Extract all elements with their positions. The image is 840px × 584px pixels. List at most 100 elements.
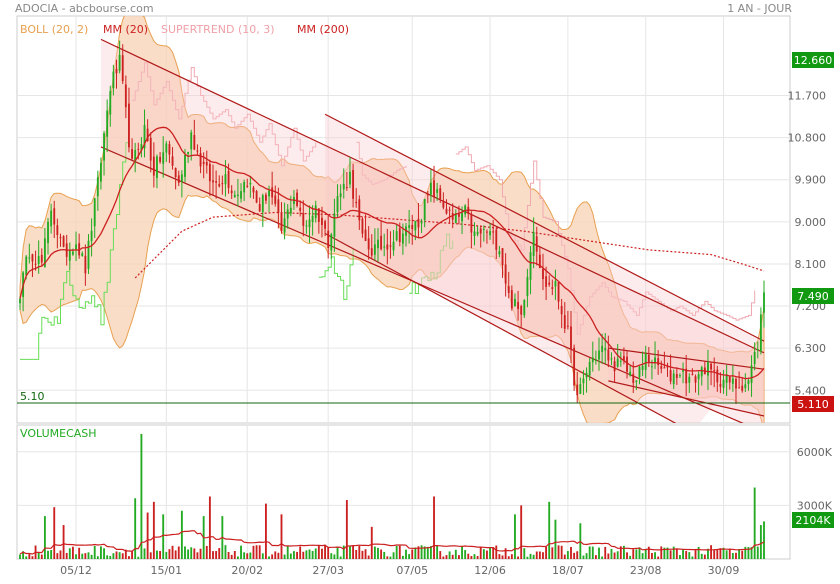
volume-bar — [208, 496, 211, 559]
volume-bar — [747, 546, 750, 559]
candle-body — [168, 144, 171, 155]
candle-body — [324, 221, 327, 229]
candle-body — [137, 148, 140, 150]
candle-body — [103, 133, 105, 161]
candle-body — [756, 349, 759, 351]
volume-bar — [277, 552, 280, 559]
volume-bar — [342, 545, 345, 559]
volume-bar — [28, 554, 31, 559]
candle-body — [236, 194, 239, 197]
volume-bar — [227, 552, 230, 559]
volume-panel — [16, 424, 791, 560]
candle-body — [56, 225, 59, 236]
candle-body — [355, 201, 358, 204]
price-tick-label: 5.400 — [795, 384, 827, 397]
volume-bar — [759, 525, 762, 559]
volume-bar — [199, 548, 202, 559]
candle-body — [759, 314, 762, 352]
volume-bar — [728, 548, 731, 559]
volume-bar — [548, 501, 551, 559]
volume-bar — [501, 555, 504, 559]
volume-bar — [713, 550, 716, 559]
candle-body — [19, 298, 21, 304]
candle-body — [641, 365, 644, 371]
volume-bar — [489, 547, 491, 559]
volume-bar — [131, 550, 133, 559]
candle-body — [321, 217, 323, 226]
volume-bar — [753, 487, 756, 559]
candle-body — [190, 132, 193, 150]
volume-bar — [56, 553, 59, 559]
volume-bar — [594, 555, 597, 559]
volume-bar — [654, 552, 656, 559]
volume-bar — [716, 549, 719, 559]
candle-body — [731, 378, 734, 384]
candle-body — [152, 156, 155, 176]
volume-bar — [187, 549, 190, 559]
candle-body — [96, 177, 99, 197]
volume-bar — [601, 556, 604, 559]
candle-body — [299, 207, 302, 211]
candle-body — [738, 387, 741, 389]
volume-bar — [78, 547, 81, 559]
candle-body — [429, 182, 432, 195]
candle-body — [750, 365, 753, 383]
volume-bar — [610, 548, 613, 559]
volume-bar — [330, 553, 333, 559]
badge-support-label: 5.110 — [797, 398, 829, 411]
volume-bar — [149, 552, 152, 559]
candle-body — [635, 380, 638, 383]
candle-body — [215, 181, 218, 183]
volume-bar — [585, 553, 588, 559]
candle-body — [380, 235, 383, 250]
candle-body — [654, 357, 656, 364]
candle-body — [744, 384, 747, 389]
candle-body — [461, 212, 463, 222]
volume-bar — [682, 549, 684, 559]
candle-body — [174, 168, 177, 178]
date-tick-label: 18/07 — [552, 564, 584, 577]
candle-body — [252, 187, 255, 193]
volume-bar — [750, 547, 753, 559]
volume-bar — [271, 554, 274, 559]
badge-volume: 2104K — [792, 512, 834, 528]
candle-body — [566, 325, 569, 327]
candle-body — [34, 263, 37, 265]
candle-body — [735, 378, 737, 389]
candle-body — [118, 54, 121, 71]
volume-bar — [560, 545, 563, 559]
candle-body — [345, 187, 348, 189]
volume-bar — [140, 433, 143, 559]
candle-body — [271, 187, 274, 198]
badge-top-label: 12.660 — [794, 54, 833, 67]
volume-bar — [367, 555, 370, 559]
volume-bar — [532, 554, 535, 559]
candle-body — [249, 182, 252, 185]
candle-body — [439, 188, 442, 199]
volume-bar — [19, 554, 21, 559]
channel-line — [324, 233, 677, 423]
volume-bar — [591, 546, 594, 559]
candle-body — [423, 198, 426, 221]
volume-bar — [573, 552, 576, 559]
volume-bar — [570, 546, 572, 559]
candle-body — [585, 372, 588, 378]
volume-bar — [162, 514, 165, 559]
candle-body — [212, 180, 214, 183]
candle-body — [554, 281, 557, 287]
volume-bar — [735, 552, 737, 559]
volume-bar — [607, 553, 610, 559]
candle-body — [753, 351, 756, 365]
candle-body — [314, 205, 317, 219]
candle-body — [162, 152, 165, 164]
candle-body — [221, 183, 224, 185]
volume-bar — [411, 549, 414, 559]
candle-body — [591, 357, 594, 363]
candle-body — [296, 192, 298, 206]
candle-body — [411, 224, 414, 230]
candle-body — [579, 384, 582, 394]
volume-bar — [756, 546, 759, 559]
candle-body — [517, 302, 520, 309]
candle-body — [763, 292, 765, 313]
volume-bar — [439, 551, 442, 559]
